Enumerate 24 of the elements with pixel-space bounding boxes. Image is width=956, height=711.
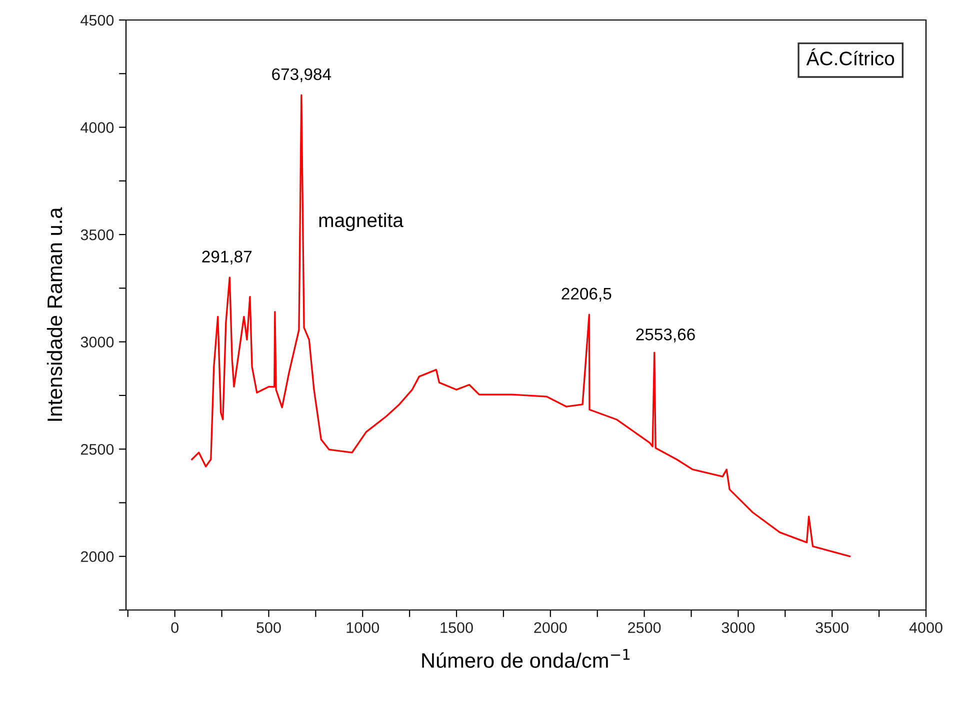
- annotation: magnetita: [319, 212, 404, 232]
- x-tick-label: 3500: [816, 622, 848, 634]
- text: ÁC.Cítrico: [806, 48, 894, 66]
- annotation: 291,87: [202, 250, 252, 264]
- y-tick-label: 4000: [80, 122, 114, 133]
- line-series: [191, 94, 851, 558]
- annotation: 2553,66: [636, 328, 695, 342]
- x-tick-label: 1000: [346, 622, 380, 634]
- x-tick-label: 2000: [534, 622, 567, 634]
- x-tick-label: 500: [256, 622, 281, 634]
- x-tick-label: 3000: [722, 622, 755, 634]
- y-tick-label: 3500: [80, 229, 114, 240]
- annotation: 673,984: [272, 68, 332, 82]
- x-tick-label: 0: [171, 622, 178, 634]
- annotation: 2206,5: [562, 288, 612, 302]
- x-tick-label: 4000: [909, 622, 942, 634]
- y-tick-label: 2000: [80, 551, 114, 562]
- x-tick-label: 1500: [440, 622, 473, 634]
- x-axis-title: Número de onda/cm$^{−1}$: [422, 649, 630, 668]
- y-tick-label: 3000: [80, 336, 114, 348]
- y-axis-title: Intensidade Raman u.a: [46, 207, 62, 421]
- x-tick-label: 2500: [628, 622, 661, 634]
- y-tick-label: 2500: [80, 444, 114, 455]
- y-tick-label: 4500: [80, 14, 114, 26]
